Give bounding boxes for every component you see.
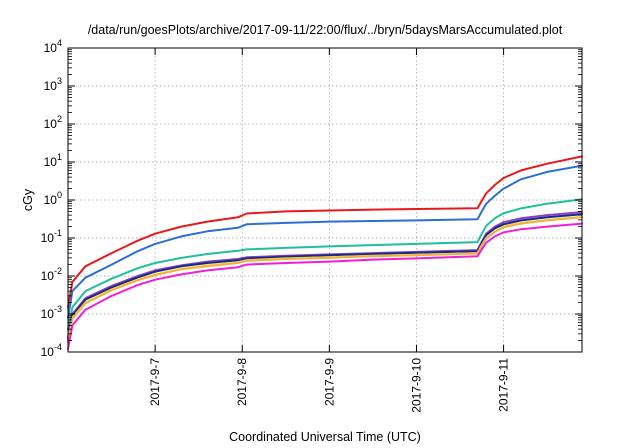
x-axis-ticks: 2017-9-7 2017-9-8 2017-9-9 2017-9-10 2017-9-… — [148, 48, 511, 413]
y-tick-label: 10-2 — [41, 266, 62, 283]
y-tick-label: 10-1 — [41, 228, 62, 245]
y-tick-label: 100 — [44, 190, 62, 207]
y-tick-label: 10-3 — [41, 304, 62, 321]
series-line-5 — [67, 213, 583, 340]
x-tick-label: 2017-9-11 — [497, 358, 511, 412]
series-line-8 — [67, 222, 583, 350]
x-tick-label: 2017-9-8 — [235, 358, 249, 406]
y-tick-label: 10-4 — [41, 342, 62, 359]
y-tick-label: 102 — [44, 114, 62, 131]
series-lines — [67, 155, 583, 350]
y-axis-label: cGy — [21, 188, 35, 211]
x-tick-label: 2017-9-7 — [148, 358, 162, 406]
grid — [68, 48, 582, 352]
series-line-7 — [67, 216, 583, 343]
chart-title: /data/run/goesPlots/archive/2017-09-11/2… — [88, 23, 563, 37]
y-tick-label: 103 — [44, 76, 62, 93]
series-line-1 — [67, 155, 583, 309]
y-tick-label: 101 — [44, 152, 62, 169]
series-line-3 — [67, 198, 583, 331]
y-tick-label: 104 — [44, 38, 62, 55]
x-tick-label: 2017-9-10 — [409, 358, 423, 413]
series-line-2 — [67, 164, 583, 319]
x-axis-label: Coordinated Universal Time (UTC) — [229, 430, 421, 444]
x-tick-label: 2017-9-9 — [322, 358, 336, 406]
